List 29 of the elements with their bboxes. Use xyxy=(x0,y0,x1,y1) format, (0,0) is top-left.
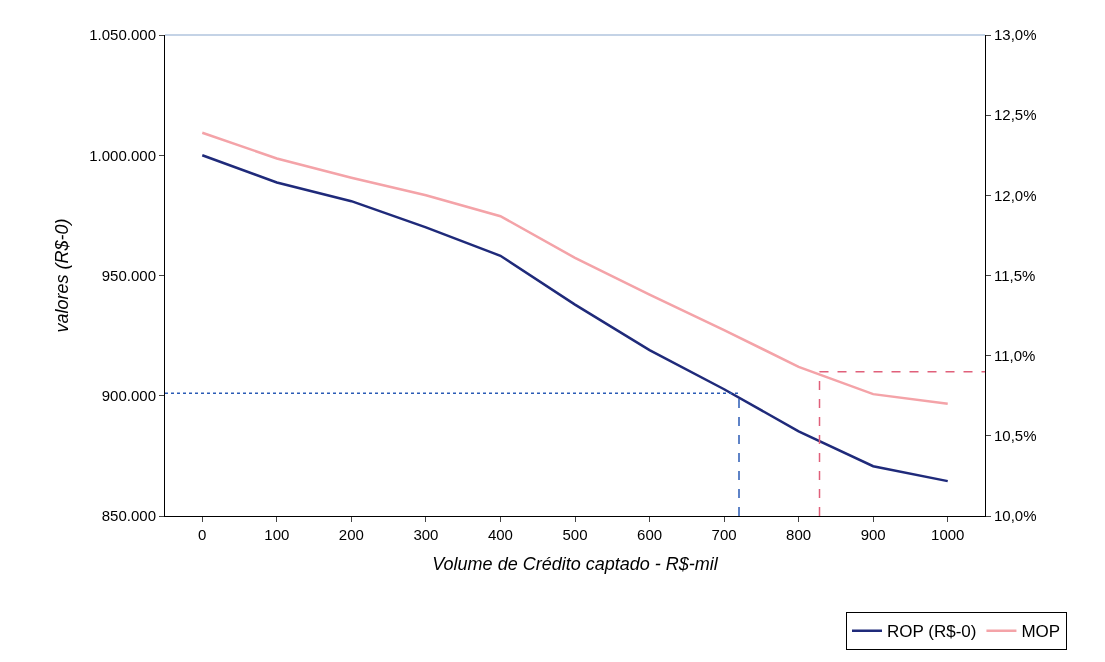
x-tick-label: 800 xyxy=(786,526,812,543)
line-series xyxy=(201,131,949,406)
y-tick-label: 1.050.000 xyxy=(89,26,156,44)
x-tick-label: 700 xyxy=(711,526,737,543)
x-axis-title: Volume de Crédito captado - R$-mil xyxy=(432,554,719,575)
x-tick-label: 1000 xyxy=(931,526,965,543)
legend-label: MOP xyxy=(1021,622,1061,642)
x-tick-label: 900 xyxy=(860,526,886,543)
x-tick-label: 100 xyxy=(264,526,290,543)
y-tick-label: 1.000.000 xyxy=(89,146,156,164)
x-tick-label: 300 xyxy=(413,526,439,543)
y2-tick-label: 10,0% xyxy=(994,507,1037,525)
y2-tick-label: 13,0% xyxy=(994,26,1037,44)
y2-tick-label: 12,5% xyxy=(994,106,1037,124)
x-tick-label: 600 xyxy=(637,526,663,543)
legend-label: ROP (R$-0) xyxy=(887,622,977,642)
y-tick-label: 900.000 xyxy=(101,387,156,404)
y2-tick-label: 11,5% xyxy=(994,266,1036,284)
y-tick-label: 850.000 xyxy=(101,507,156,525)
y2-tick-label: 10,5% xyxy=(994,427,1037,445)
y-axis-title: valores (R$-0) xyxy=(52,218,73,333)
x-tick-label: 0 xyxy=(198,526,207,543)
x-tick-label: 400 xyxy=(487,526,513,543)
x-tick-label: 500 xyxy=(562,526,588,543)
y-tick-label: 950.000 xyxy=(101,266,156,284)
line-series xyxy=(201,154,949,483)
x-tick-label: 200 xyxy=(338,526,364,543)
y2-tick-label: 12,0% xyxy=(994,186,1037,204)
y2-tick-label: 11,0% xyxy=(994,346,1036,364)
